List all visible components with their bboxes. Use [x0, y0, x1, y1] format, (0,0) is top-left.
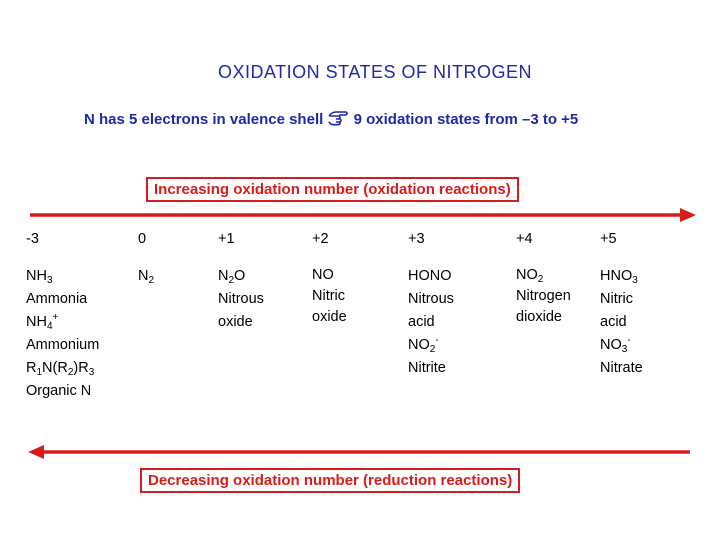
compound-name: Ammonium — [26, 337, 100, 353]
increasing-arrow — [30, 208, 696, 222]
compound-name: Nitrate — [600, 360, 643, 376]
compound-name: Ammonia — [26, 291, 88, 307]
compound-name: oxide — [218, 314, 253, 330]
compound-name: Nitrite — [408, 360, 446, 376]
compound-name: Nitric acid — [600, 291, 634, 330]
compound-name: Nitric — [312, 288, 346, 304]
formula: NO3- — [600, 335, 631, 355]
increasing-oxidation-label: Increasing oxidation number (oxidation r… — [146, 177, 519, 202]
compound-name: dioxide — [516, 309, 562, 325]
formula: NH4+ — [26, 312, 59, 332]
state-cell: +2 — [312, 231, 329, 247]
compound-name: oxide — [312, 309, 347, 325]
state-cell: 0 — [138, 231, 147, 247]
formula: R1N(R2)R3 — [26, 360, 95, 378]
compound-name: Organic N — [26, 383, 92, 399]
compound-name: Nitrogen — [516, 288, 571, 304]
page-title: OXIDATION STATES OF NITROGEN — [217, 62, 532, 82]
decreasing-oxidation-label: Decreasing oxidation number (reduction r… — [140, 468, 521, 493]
species-cell-plus2: NO Nitric oxide — [312, 265, 347, 328]
species-cell-plus1: N2O Nitrous oxide — [218, 265, 264, 334]
formula: NO2- — [408, 335, 439, 355]
decreasing-arrow — [28, 445, 690, 459]
species-cell-0: N2 — [138, 265, 154, 288]
state-cell: +1 — [218, 231, 235, 247]
state-cell: +3 — [408, 231, 425, 247]
species-cell-plus3: HONO Nitrous acid NO2- Nitrite — [408, 265, 454, 380]
compound-name: Nitrous — [218, 291, 264, 307]
formula: NH3 — [26, 268, 53, 286]
subtitle-text-start: N has 5 electrons in valence shell — [84, 111, 324, 128]
formula: NO2 — [516, 267, 544, 285]
subtitle-text-end: 9 oxidation states from –3 to +5 — [353, 111, 579, 128]
species-cell-minus3: NH3 Ammonia NH4+ Ammonium R1N(R2)R3 Orga… — [26, 265, 99, 403]
formula: HNO3 — [600, 268, 638, 286]
state-cell: -3 — [26, 231, 39, 247]
species-cell-plus5: HNO3 Nitric acid NO3- Nitrate — [600, 265, 643, 380]
compound-name: Nitrous acid — [408, 291, 454, 330]
state-cell: +5 — [600, 231, 617, 247]
formula: N2 — [138, 268, 155, 286]
pointing-hand-icon — [328, 111, 349, 126]
formula: N2O — [218, 268, 246, 286]
state-cell: +4 — [516, 231, 533, 247]
subtitle: N has 5 electrons in valence shell 9 oxi… — [84, 110, 704, 128]
species-cell-plus4: NO2 Nitrogen dioxide — [516, 265, 571, 328]
formula: HONO — [408, 268, 452, 284]
formula: NO — [312, 267, 334, 283]
